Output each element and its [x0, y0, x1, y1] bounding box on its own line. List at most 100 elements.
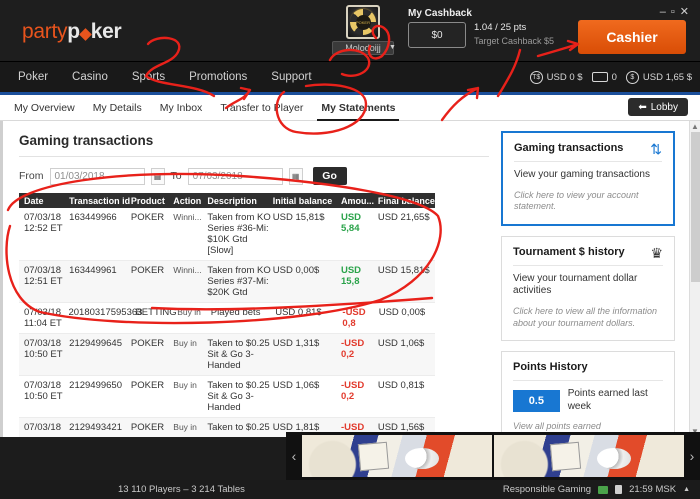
cell-amount: -USD 0,8 — [342, 307, 366, 329]
card-divider — [513, 380, 663, 382]
scrollbar-thumb[interactable] — [691, 132, 700, 282]
lock-icon[interactable] — [615, 485, 623, 494]
cell-final-balance: USD 1,56$ — [377, 422, 425, 433]
maximize-button[interactable]: ▫ — [670, 6, 680, 18]
tournament-dollar-value: USD 0 $ — [546, 71, 583, 83]
from-calendar-icon[interactable]: ▦ — [150, 167, 165, 185]
date-filter-bar: From 01/03/2018 ▦ To 07/03/2018 ▦ Go — [19, 167, 347, 185]
cell-product: POKER — [130, 265, 165, 276]
cell-action: Winni... — [173, 265, 202, 275]
table-row[interactable]: 07/03/18 10:50 ET 2129499650 POKER Buy in Tak… — [19, 376, 435, 418]
col-initial-balance[interactable]: Initial balance — [272, 195, 333, 206]
tab-transfer-to-player[interactable]: Transfer to Player — [220, 101, 304, 114]
points-value-badge: 0.5 — [513, 389, 560, 412]
nav-item-sports[interactable]: Sports — [131, 71, 166, 83]
main-nav: Poker Casino Sports Promotions Support T… — [0, 62, 700, 92]
cell-final-balance: USD 0,00$ — [378, 307, 426, 318]
content-scrollbar[interactable]: ▲ ▼ — [689, 121, 700, 437]
nav-item-poker[interactable]: Poker — [18, 71, 49, 83]
status-right-group: Responsible Gaming 21:59 MSK ▲ — [503, 484, 690, 495]
page-title: Gaming transactions — [19, 133, 154, 148]
to-calendar-icon[interactable]: ▦ — [288, 167, 303, 185]
cell-time: 10:50 ET — [24, 349, 63, 360]
tab-my-details[interactable]: My Details — [92, 101, 142, 114]
cashback-points: 1.04 / 25 pts — [474, 22, 527, 33]
monitor-icon[interactable] — [598, 485, 609, 494]
cell-product: POKER — [130, 212, 165, 223]
minimize-button[interactable]: – — [659, 6, 671, 18]
nav-item-promotions[interactable]: Promotions — [189, 71, 248, 83]
cell-date: 07/03/18 11:04 ET — [19, 307, 68, 329]
avatar-chip-label: POKER — [355, 14, 371, 30]
lobby-button[interactable]: ⬅ Lobby — [628, 98, 688, 116]
card-points-history[interactable]: Points History 0.5 Points earned last we… — [501, 351, 675, 437]
col-date[interactable]: Date — [24, 195, 44, 206]
col-action[interactable]: Action — [173, 195, 202, 206]
promo-banner[interactable]: ‹ › — [286, 432, 700, 480]
scroll-down-arrow-icon[interactable]: ▼ — [690, 426, 700, 437]
col-product[interactable]: Product — [130, 195, 165, 206]
cash-balance[interactable]: $ USD 1,65 $ — [625, 70, 692, 84]
card-gaming-transactions-title: Gaming transactions — [514, 142, 624, 154]
cash-balance-icon: $ — [625, 70, 639, 84]
col-transaction-id[interactable]: Transaction id — [69, 195, 131, 206]
tab-my-statements[interactable]: My Statements — [317, 101, 400, 121]
nav-item-casino[interactable]: Casino — [72, 71, 108, 83]
trophy-icon: ♛ — [650, 244, 663, 261]
poker-chip-icon: POKER — [350, 9, 376, 35]
table-row[interactable]: 07/03/18 12:51 ET 163449961 POKER Winni... Ta… — [19, 261, 435, 303]
cell-amount: USD 15,8 — [340, 265, 362, 287]
cell-initial-balance: USD 1,81$ — [272, 422, 320, 433]
cell-product: POKER — [130, 338, 165, 349]
cell-date: 07/03/18 10:50 ET — [19, 380, 69, 413]
nav-item-support[interactable]: Support — [271, 71, 312, 83]
close-button[interactable]: ✕ — [679, 6, 694, 18]
to-label: To — [170, 170, 182, 182]
cell-time: 10:50 ET — [24, 391, 63, 402]
from-date-input[interactable]: 01/03/2018 — [49, 167, 145, 185]
page-body: Gaming transactions From 01/03/2018 ▦ To… — [0, 121, 700, 437]
chevron-right-icon[interactable]: › — [689, 448, 695, 464]
card-tournament-history[interactable]: Tournament $ history ♛ View your tournam… — [501, 235, 675, 342]
cashback-amount-button[interactable]: $0 — [408, 22, 466, 48]
scroll-up-arrow-icon[interactable]: ▲ — [691, 122, 699, 131]
to-date-input[interactable]: 07/03/2018 — [187, 167, 283, 185]
cell-initial-balance: USD 0,00$ — [272, 265, 320, 276]
table-row[interactable]: 07/03/18 11:04 ET 20180317595363 BETTING Buy… — [19, 303, 435, 334]
cell-transaction-id: 2129499645 — [69, 338, 122, 349]
cell-description: Played bets — [210, 307, 261, 318]
cash-balance-value: USD 1,65 $ — [642, 71, 692, 83]
col-description[interactable]: Description — [207, 195, 257, 206]
col-amount[interactable]: Amou... — [340, 195, 374, 206]
cell-initial-balance: USD 0,81$ — [275, 307, 322, 318]
chevron-down-icon[interactable]: ▼ — [389, 44, 396, 51]
ticket-balance[interactable]: 0 — [591, 72, 617, 83]
cashback-target: Target Cashback $5 — [474, 36, 555, 46]
status-bar: 13 110 Players – 3 214 Tables Responsibl… — [0, 480, 700, 499]
card-gaming-transactions[interactable]: Gaming transactions ⇅ View your gaming t… — [501, 131, 675, 226]
points-view-all-link[interactable]: View all points earned — [513, 421, 601, 432]
cell-final-balance: USD 21,65$ — [377, 212, 430, 223]
table-header-row: Date Transaction id Product Action Descr… — [19, 193, 435, 208]
col-final-balance[interactable]: Final balance — [377, 195, 435, 206]
go-button[interactable]: Go — [312, 167, 347, 185]
cell-initial-balance: USD 1,06$ — [272, 380, 320, 391]
responsible-gaming-link[interactable]: Responsible Gaming — [502, 484, 592, 495]
cell-product: POKER — [130, 380, 165, 391]
logo-ker-text: ker — [90, 20, 122, 43]
cashier-button[interactable]: Cashier — [578, 20, 686, 54]
transactions-arrows-icon: ⇅ — [650, 141, 662, 157]
tournament-dollar-balance[interactable]: T$ USD 0 $ — [529, 70, 583, 84]
points-label: Points earned last week — [567, 388, 648, 412]
tab-my-overview[interactable]: My Overview — [14, 101, 75, 114]
table-row[interactable]: 07/03/18 12:52 ET 163449966 POKER Winni... Ta… — [19, 208, 435, 261]
chevron-left-icon[interactable]: ‹ — [291, 448, 297, 464]
table-row[interactable]: 07/03/18 10:50 ET 2129499645 POKER Buy in Tak… — [19, 334, 435, 376]
window-controls[interactable]: –▫✕ — [660, 5, 694, 18]
cell-description: Taken to $0.25 Sit & Go 3-Handed — [207, 338, 270, 371]
caret-up-icon[interactable]: ▲ — [683, 486, 690, 493]
tab-my-inbox[interactable]: My Inbox — [159, 101, 203, 114]
banner-image-right — [494, 435, 684, 477]
cell-date: 07/03/18 — [24, 422, 61, 433]
account-avatar-block[interactable]: POKER Molodoijj — [332, 5, 394, 55]
